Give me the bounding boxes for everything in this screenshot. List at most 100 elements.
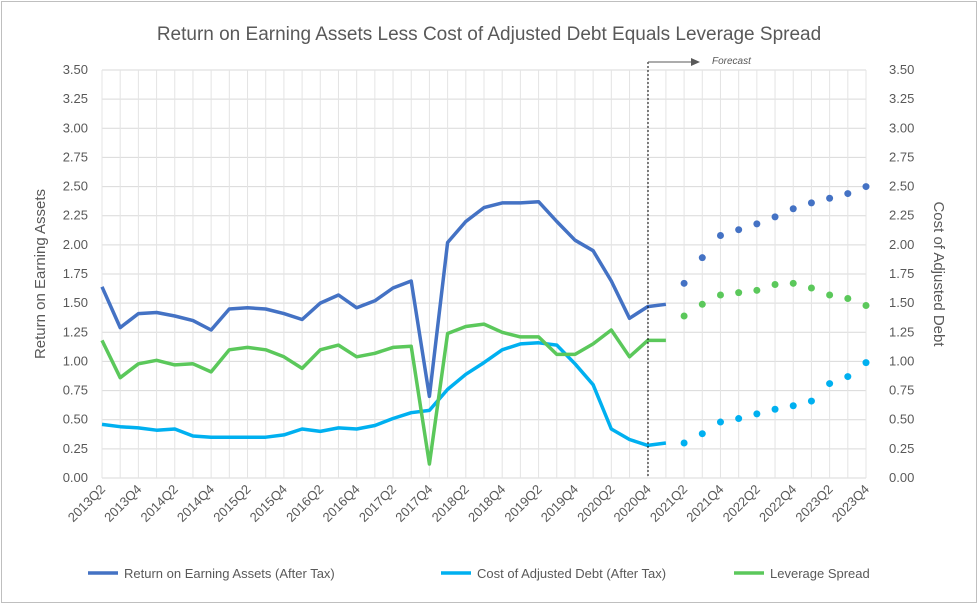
y-tick-left: 1.00 (63, 353, 88, 368)
x-tick-label: 2023Q4 (829, 482, 872, 525)
y-tick-right: 2.75 (889, 149, 914, 164)
y-tick-left: 2.25 (63, 208, 88, 223)
x-tick-label: 2020Q4 (611, 482, 654, 525)
forecast-point-1 (698, 430, 706, 438)
y-tick-right: 2.00 (889, 237, 914, 252)
forecast-point-1 (771, 405, 779, 413)
y-tick-left: 0.50 (63, 412, 88, 427)
forecast-point-1 (844, 373, 852, 381)
forecast-point-1 (753, 410, 761, 418)
y-tick-right: 0.75 (889, 383, 914, 398)
y-tick-right: 0.25 (889, 441, 914, 456)
x-tick-label: 2021Q4 (683, 482, 726, 525)
y-tick-right: 2.25 (889, 208, 914, 223)
x-tick-label: 2019Q4 (538, 482, 581, 525)
forecast-point-0 (735, 226, 743, 234)
x-axis: 2013Q22013Q42014Q22014Q42015Q22015Q42016… (65, 482, 872, 525)
grid (101, 69, 867, 479)
forecast-point-1 (716, 418, 724, 426)
forecast-point-2 (680, 312, 688, 320)
y-axis-right-label: Cost of Adjusted Debt (930, 201, 947, 347)
forecast-point-2 (698, 300, 706, 308)
series-line-1 (101, 341, 667, 448)
forecast-point-1 (826, 380, 834, 388)
forecast-point-0 (680, 279, 688, 287)
forecast-point-0 (753, 220, 761, 228)
x-tick-label: 2017Q4 (392, 482, 435, 525)
forecast-point-0 (844, 190, 852, 198)
forecast-point-0 (771, 213, 779, 221)
y-axis-left: 0.00 0.25 0.50 0.75 1.00 1.25 1.50 1.75 2.00 2.25… (63, 62, 88, 485)
forecast-point-2 (771, 280, 779, 288)
forecast-point-1 (807, 397, 815, 405)
x-tick-label: 2014Q4 (174, 482, 217, 525)
x-tick-label: 2018Q4 (465, 482, 508, 525)
forecast-point-2 (789, 279, 797, 287)
y-tick-right: 3.25 (889, 91, 914, 106)
y-tick-left: 0.00 (63, 470, 88, 485)
legend-label: Cost of Adjusted Debt (After Tax) (477, 566, 666, 581)
chart-title: Return on Earning Assets Less Cost of Ad… (157, 24, 821, 45)
forecast-point-2 (826, 291, 834, 299)
forecast-point-1 (735, 415, 743, 423)
x-tick-label: 2022Q2 (720, 482, 763, 525)
forecast-label: Forecast (712, 56, 752, 67)
y-tick-left: 3.00 (63, 120, 88, 135)
forecast-point-0 (698, 254, 706, 262)
y-tick-right: 2.50 (889, 179, 914, 194)
x-tick-label: 2018Q2 (429, 482, 472, 525)
y-tick-right: 3.50 (889, 62, 914, 77)
forecast-marker: Forecast (647, 56, 752, 478)
y-tick-left: 1.75 (63, 266, 88, 281)
x-tick-label: 2016Q4 (319, 482, 362, 525)
x-tick-label: 2013Q2 (65, 482, 108, 525)
y-axis-right: 0.00 0.25 0.50 0.75 1.00 1.25 1.50 1.75 2.00 2.25… (889, 62, 914, 485)
legend-label: Leverage Spread (770, 566, 870, 581)
y-axis-left-label: Return on Earning Assets (32, 189, 49, 359)
x-tick-label: 2019Q2 (501, 482, 544, 525)
y-tick-left: 1.50 (63, 295, 88, 310)
forecast-point-2 (844, 294, 852, 302)
x-tick-label: 2023Q2 (792, 482, 835, 525)
forecast-point-2 (716, 291, 724, 299)
forecast-point-0 (807, 199, 815, 207)
y-tick-left: 0.75 (63, 383, 88, 398)
y-tick-right: 1.00 (889, 353, 914, 368)
series-line-0 (100, 199, 667, 399)
x-tick-label: 2015Q4 (247, 482, 290, 525)
x-tick-label: 2021Q2 (647, 482, 690, 525)
forecast-point-1 (680, 439, 688, 447)
forecast-point-0 (826, 194, 834, 202)
y-tick-left: 2.50 (63, 179, 88, 194)
legend-label: Return on Earning Assets (After Tax) (124, 566, 335, 581)
forecast-point-0 (716, 232, 724, 240)
forecast-point-1 (789, 402, 797, 410)
x-tick-label: 2013Q4 (101, 482, 144, 525)
x-tick-label: 2015Q2 (210, 482, 253, 525)
y-tick-right: 1.50 (889, 295, 914, 310)
forecast-point-2 (807, 284, 815, 292)
y-tick-left: 2.00 (63, 237, 88, 252)
forecast-point-0 (789, 205, 797, 213)
forecast-point-2 (753, 286, 761, 294)
y-tick-left: 2.75 (63, 149, 88, 164)
y-tick-left: 3.25 (63, 91, 88, 106)
forecast-point-2 (862, 301, 870, 309)
x-tick-label: 2020Q2 (574, 482, 617, 525)
y-tick-right: 0.00 (889, 470, 914, 485)
legend: Return on Earning Assets (After Tax) Cost… (88, 566, 870, 581)
forecast-arrow-icon (691, 58, 700, 66)
series-group (100, 183, 870, 466)
y-tick-right: 1.25 (889, 324, 914, 339)
forecast-point-1 (862, 359, 870, 367)
y-tick-left: 0.25 (63, 441, 88, 456)
x-tick-label: 2017Q2 (356, 482, 399, 525)
y-tick-left: 3.50 (63, 62, 88, 77)
y-tick-right: 1.75 (889, 266, 914, 281)
y-tick-left: 1.25 (63, 324, 88, 339)
x-tick-label: 2016Q2 (283, 482, 326, 525)
x-tick-label: 2022Q4 (756, 482, 799, 525)
y-tick-right: 0.50 (889, 412, 914, 427)
